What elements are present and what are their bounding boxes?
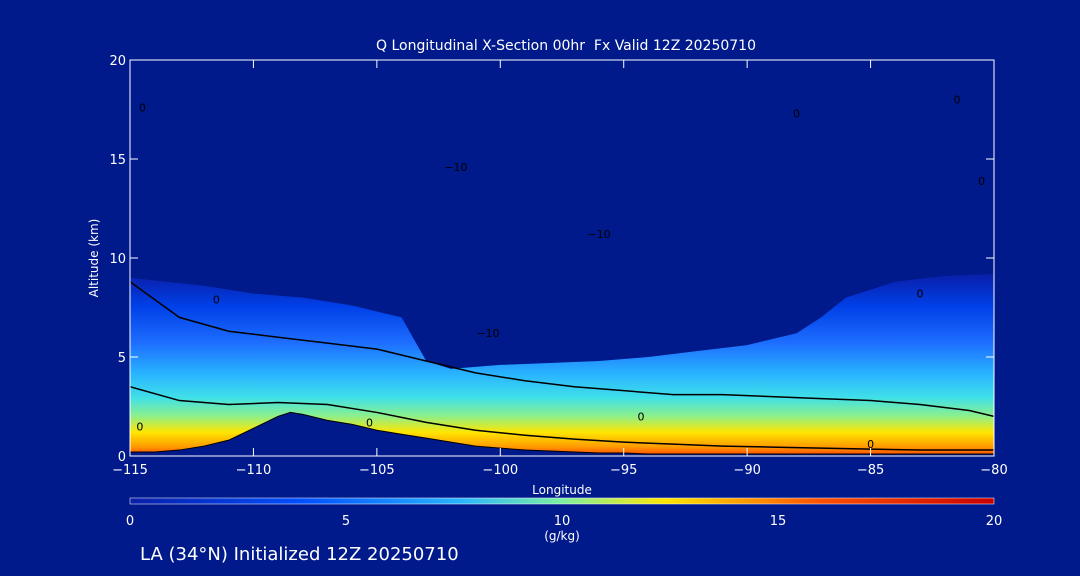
contour-label: 0	[867, 438, 874, 451]
colorbar-unit-label: (g/kg)	[544, 529, 580, 543]
x-tick-label: −85	[857, 463, 884, 478]
chart-title: Q Longitudinal X-Section 00hr Fx Valid 1…	[376, 38, 756, 54]
contour-label: 0	[213, 294, 220, 307]
x-tick-label: −100	[482, 463, 518, 478]
x-tick-label: −110	[236, 463, 272, 478]
contour-label: 0	[637, 410, 644, 423]
x-tick-label: −105	[359, 463, 395, 478]
colorbar-tick-label: 10	[554, 514, 571, 529]
y-tick-label: 10	[109, 252, 126, 267]
colorbar-tick-label: 20	[986, 514, 1003, 529]
moisture-field	[130, 273, 994, 456]
location-caption: LA (34°N) Initialized 12Z 20250710	[140, 544, 459, 565]
contour-label: 0	[136, 420, 143, 433]
y-tick-label: 15	[109, 153, 126, 168]
x-tick-label: −115	[112, 463, 148, 478]
x-tick-label: −80	[980, 463, 1007, 478]
y-axis-label: Altitude (km)	[87, 219, 101, 298]
contour-label: 0	[953, 94, 960, 107]
y-tick-label: 20	[109, 54, 126, 69]
x-tick-label: −95	[610, 463, 637, 478]
colorbar-gradient	[129, 497, 995, 505]
x-axis-label: Longitude	[532, 483, 592, 497]
x-tick-label: −90	[733, 463, 760, 478]
contour-line-1	[130, 281, 994, 418]
contour-label: 0	[139, 102, 146, 115]
contour-label: 0	[916, 288, 923, 301]
colorbar: 0 5 10 15 20	[126, 497, 1003, 529]
contour-label: −10	[587, 228, 610, 241]
contour-label: −10	[476, 327, 499, 340]
contour-label: 0	[978, 175, 985, 188]
contour-label: 0	[793, 107, 800, 120]
contour-label: −10	[444, 161, 467, 174]
y-tick-label: 0	[118, 450, 126, 465]
plot-area: 0 0 0 0 0 0 0 0 0 0 −10 −10 −10	[130, 94, 994, 456]
contour-label: 0	[366, 416, 373, 429]
colorbar-tick-label: 5	[342, 514, 350, 529]
colorbar-tick-label: 15	[770, 514, 787, 529]
terrain-profile	[130, 411, 994, 456]
y-tick-label: 5	[118, 351, 126, 366]
colorbar-tick-label: 0	[126, 514, 134, 529]
